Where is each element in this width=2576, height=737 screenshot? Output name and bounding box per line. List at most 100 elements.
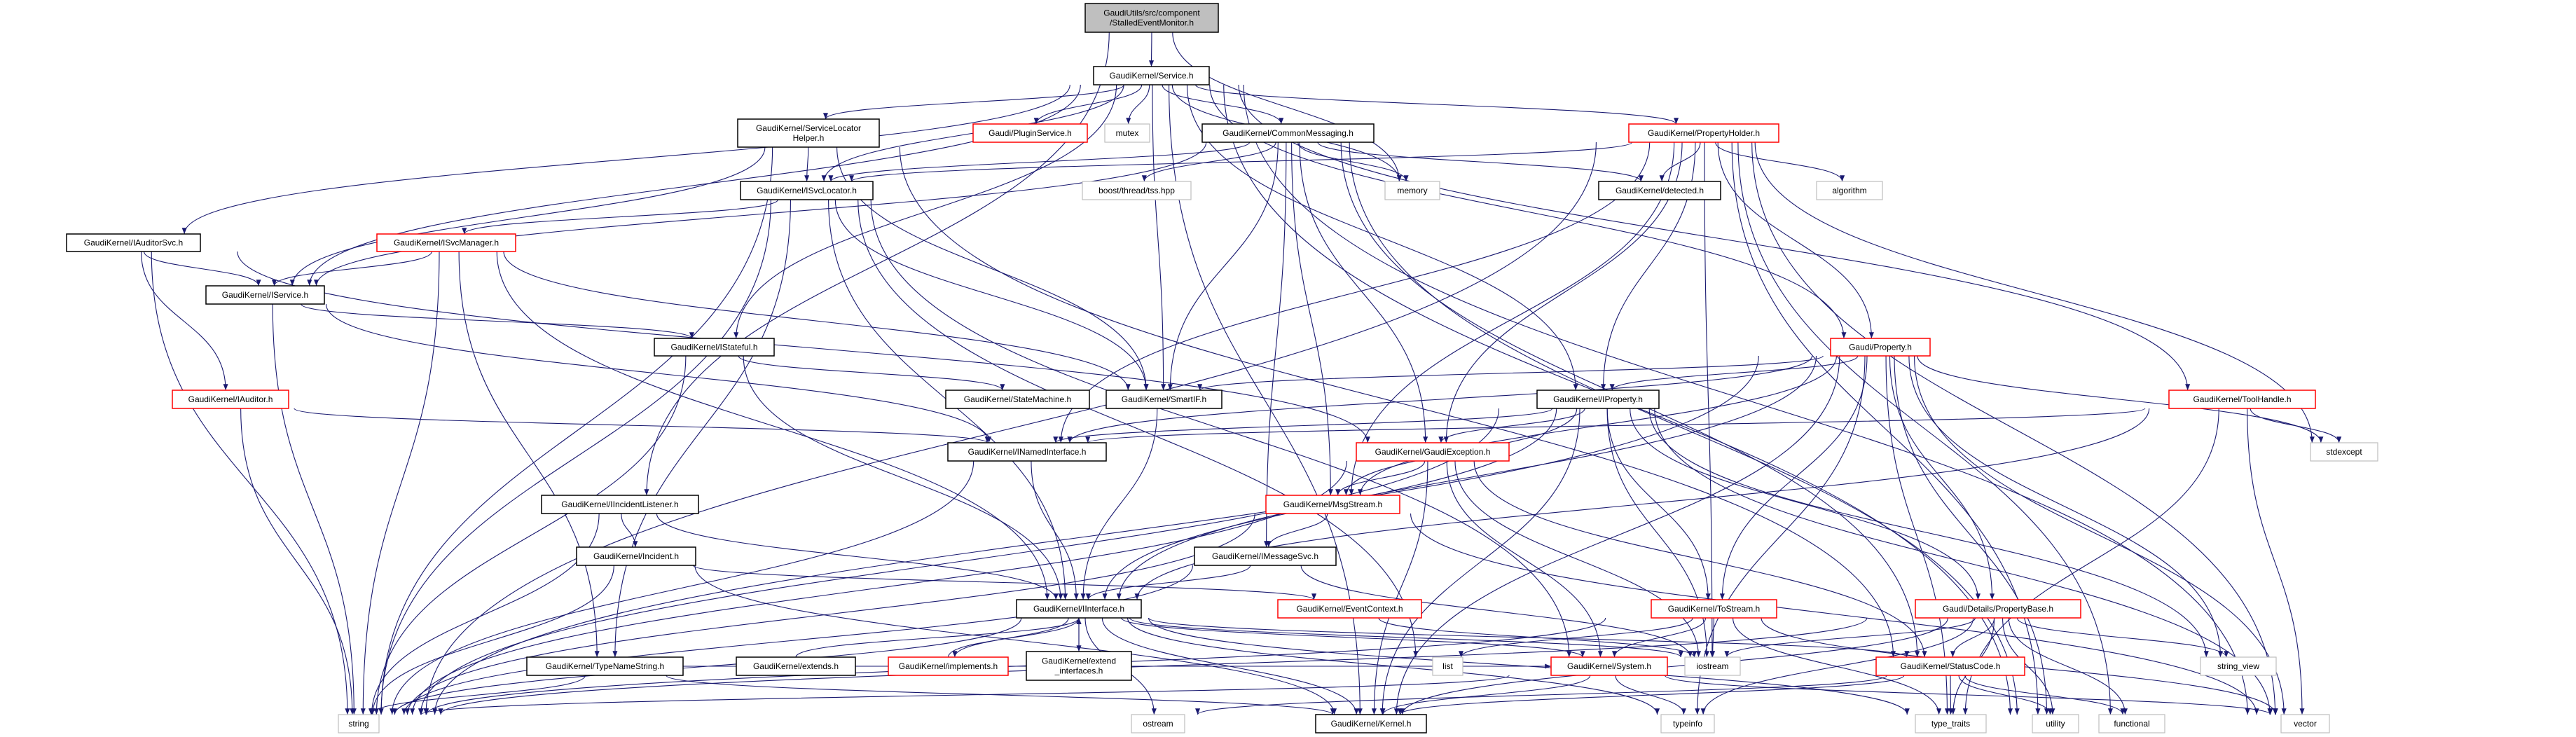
node-box [526,656,684,676]
edge-iservice-to-inamedinterface [325,303,992,443]
node-label: Gaudi/PluginService.h [989,128,1072,138]
node-extends[interactable]: GaudiKernel/extends.h [736,656,856,676]
edge-commonmessaging-to-iservice [314,142,1207,287]
node-label: GaudiKernel/CommonMessaging.h [1222,128,1354,138]
node-extend_interfaces[interactable]: GaudiKernel/extend_interfaces.h [1026,651,1132,681]
node-iservice[interactable]: GaudiKernel/IService.h [205,285,325,305]
edge-servicelocatorhelper-to-string [378,146,773,715]
node-label: GaudiKernel/IStateful.h [670,343,757,352]
node-label: algorithm [1832,186,1866,195]
node-box [972,123,1088,143]
node-iauditor[interactable]: GaudiKernel/IAuditor.h [172,390,289,409]
edge-commonmessaging-to-detected [1317,142,1644,182]
node-inamedinterface[interactable]: GaudiKernel/INamedInterface.h [947,442,1107,462]
node-propertybase[interactable]: Gaudi/Details/PropertyBase.h [1915,599,2081,619]
node-box [1131,714,1185,733]
node-pluginservice[interactable]: Gaudi/PluginService.h [972,123,1088,143]
edge-toolhandle-to-stdexcept [2250,408,2342,443]
node-implements[interactable]: GaudiKernel/implements.h [888,656,1009,676]
node-label: GaudiKernel/detected.h [1616,186,1704,195]
node-iincidentlistener[interactable]: GaudiKernel/IIncidentListener.h [541,495,699,514]
node-label: GaudiKernel/IAuditor.h [188,394,273,404]
edge-service-to-iauditorsvc [181,84,1070,235]
node-box [888,656,1009,676]
node-box [1830,338,1931,357]
node-box [654,338,775,357]
node-box [1432,656,1463,676]
edge-iauditorsvc-to-string [151,251,350,715]
node-label: vector [2294,719,2317,729]
node-label: _interfaces.h [1054,666,1103,676]
edge-service-to-kernel [1169,84,1363,715]
edge-commonmessaging-to-gaudiexception [1299,142,1428,443]
node-box [338,714,380,733]
node-typenamestring[interactable]: GaudiKernel/TypeNameString.h [526,656,684,676]
node-box [1628,123,1779,143]
node-iinterface[interactable]: GaudiKernel/IInterface.h [1016,599,1142,619]
edge-propertybase-to-iostream [1724,617,1976,658]
node-box [1660,714,1715,733]
node-box [2168,390,2316,409]
edge-commonmessaging-to-isvclocator [828,142,1251,182]
node-commonmessaging[interactable]: GaudiKernel/CommonMessaging.h [1201,123,1375,143]
edge-service-to-pluginservice [1033,84,1143,125]
edge-service-to-commonmessaging [1162,84,1284,125]
edge-isvcmanager-to-iinterface [496,251,1050,600]
node-box [1356,442,1510,462]
edge-typenamestring-to-kernel [666,675,1335,715]
node-service[interactable]: GaudiKernel/Service.h [1093,66,1210,85]
node-tostream[interactable]: GaudiKernel/ToStream.h [1651,599,1777,619]
node-label: GaudiKernel/ISvcManager.h [394,238,499,248]
edge-isvclocator-to-typenamestring [612,199,792,658]
node-eventcontext[interactable]: GaudiKernel/EventContext.h [1277,599,1422,619]
node-msgstream[interactable]: GaudiKernel/MsgStream.h [1265,495,1400,514]
edge-statuscode-to-kernel [1398,675,1905,715]
edge-gaudiexception-to-iostream [1454,460,1702,658]
node-box [1816,181,1883,200]
node-label: GaudiKernel/StatusCode.h [1901,661,2001,671]
node-box [541,495,699,514]
node-label: type_traits [1931,719,1970,729]
node-gaudiexception[interactable]: GaudiKernel/GaudiException.h [1356,442,1510,462]
node-iauditorsvc[interactable]: GaudiKernel/IAuditorSvc.h [66,233,201,252]
node-property[interactable]: Gaudi/Property.h [1830,338,1931,357]
edge-tostream-to-string [424,617,1606,715]
node-toolhandle[interactable]: GaudiKernel/ToolHandle.h [2168,390,2316,409]
node-imessagesvc[interactable]: GaudiKernel/IMessageSvc.h [1194,546,1337,566]
node-label: GaudiKernel/Service.h [1109,71,1193,81]
node-statuscode[interactable]: GaudiKernel/StatusCode.h [1875,656,2025,676]
node-root[interactable]: GaudiUtils/src/component/StalledEventMon… [1084,3,1219,33]
node-istateful[interactable]: GaudiKernel/IStateful.h [654,338,775,357]
edge-property-to-utility [1894,355,2050,715]
node-label: memory [1397,186,1427,195]
node-system[interactable]: GaudiKernel/System.h [1550,656,1668,676]
node-box [1106,390,1222,409]
node-isvcmanager[interactable]: GaudiKernel/ISvcManager.h [376,233,516,252]
edge-propertyholder-to-iproperty [1601,142,1696,391]
node-incident[interactable]: GaudiKernel/Incident.h [576,546,696,566]
node-algorithm: algorithm [1816,181,1883,200]
edge-propertyholder-to-iostream [1704,142,1715,658]
edge-toolhandle-to-vector [2247,408,2305,715]
node-label: Gaudi/Property.h [1849,343,1912,352]
node-isvclocator[interactable]: GaudiKernel/ISvcLocator.h [740,181,874,200]
node-smartif[interactable]: GaudiKernel/SmartIF.h [1106,390,1222,409]
node-box [576,546,696,566]
edge-propertyholder-to-utility [1731,142,2041,715]
node-label: ostream [1143,719,1173,729]
node-statemachine[interactable]: GaudiKernel/StateMachine.h [945,390,1090,409]
edge-system-to-string [419,675,1510,715]
node-box [2200,656,2277,676]
edge-propertyholder-to-functional [1737,142,2113,715]
node-label: stdexcept [2326,447,2362,457]
node-iproperty[interactable]: GaudiKernel/IProperty.h [1536,390,1660,409]
node-propertyholder[interactable]: GaudiKernel/PropertyHolder.h [1628,123,1779,143]
node-label: string [348,719,369,729]
edge-iproperty-to-string_view [1648,408,2209,658]
edge-property-to-kernel [1393,355,1840,715]
node-box [1201,123,1375,143]
node-detected[interactable]: GaudiKernel/detected.h [1598,181,1721,200]
edge-service-to-mutex [1126,84,1150,125]
node-kernel[interactable]: GaudiKernel/Kernel.h [1315,714,1427,733]
